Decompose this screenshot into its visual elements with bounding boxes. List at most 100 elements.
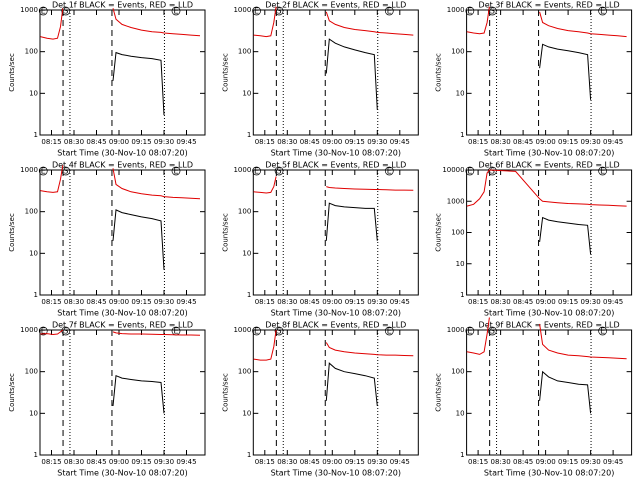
series-line (112, 209, 165, 270)
flag-label: S (490, 7, 495, 16)
y-tick-label: 1000 (20, 6, 38, 14)
y-tick-label: 10 (29, 249, 38, 257)
series-line (466, 317, 627, 360)
panel-title: Det 4f BLACK = Events, RED = LLD (52, 161, 193, 170)
y-tick-label: 10 (242, 249, 251, 257)
y-tick-label: 100 (25, 208, 38, 216)
x-tick-label: 09:15 (558, 298, 578, 306)
y-tick-label: 10 (456, 89, 465, 97)
flag-label: E (254, 327, 259, 336)
y-tick-label: 1 (34, 291, 38, 299)
flag-label: S (277, 327, 282, 336)
y-tick-label: 1000 (233, 166, 251, 174)
y-axis-label: Counts/sec (435, 53, 443, 92)
y-tick-label: 100 (25, 48, 38, 56)
panel-title: Det 5f BLACK = Events, RED = LLD (265, 161, 406, 170)
y-tick-label: 10 (242, 409, 251, 417)
x-tick-label: 08:15 (41, 458, 61, 466)
flag-label: S (277, 7, 282, 16)
x-tick-label: 09:15 (131, 138, 151, 146)
x-tick-label: 08:45 (513, 458, 533, 466)
flag-ring (465, 6, 475, 16)
series-line (466, 6, 627, 38)
y-axis-label: Counts/sec (435, 213, 443, 252)
flag-label: E (41, 327, 46, 336)
x-tick-label: 08:30 (64, 138, 84, 146)
x-tick-label: 09:45 (390, 138, 410, 146)
x-tick-label: 08:45 (86, 138, 106, 146)
flag-label: E (254, 167, 259, 176)
y-axis-label: Counts/sec (221, 53, 229, 92)
x-tick-label: 08:45 (86, 298, 106, 306)
x-tick-label: 09:45 (176, 458, 196, 466)
y-tick-label: 1000 (233, 326, 251, 334)
flag-label: E (467, 327, 472, 336)
series-line (539, 43, 592, 100)
panel-title: Det 9f BLACK = Events, RED = LLD (479, 321, 620, 330)
y-tick-label: 10 (242, 89, 251, 97)
x-tick-label: 08:30 (277, 298, 297, 306)
y-tick-label: 1 (34, 451, 38, 459)
panel-title: Det 8f BLACK = Events, RED = LLD (265, 321, 406, 330)
x-tick-label: 09:45 (603, 458, 623, 466)
x-tick-label: 09:30 (154, 138, 174, 146)
x-tick-label: 09:45 (176, 138, 196, 146)
flag-label: E (387, 327, 392, 336)
x-tick-label: 08:45 (300, 138, 320, 146)
x-tick-label: 08:30 (491, 458, 511, 466)
flag-label: S (490, 327, 495, 336)
flag-label: E (600, 167, 605, 176)
x-tick-label: 08:30 (277, 458, 297, 466)
x-tick-label: 09:30 (581, 298, 601, 306)
flag-ring (488, 326, 497, 336)
y-tick-label: 100 (451, 368, 464, 376)
x-tick-label: 09:15 (558, 458, 578, 466)
flag-label: E (41, 7, 46, 16)
x-tick-label: 08:45 (513, 298, 533, 306)
series-line (325, 202, 378, 241)
flag-label: E (173, 327, 178, 336)
series-line (325, 38, 378, 110)
y-tick-label: 10 (29, 409, 38, 417)
y-axis-label: Counts/sec (8, 53, 16, 92)
flag-ring (61, 6, 71, 16)
x-tick-label: 09:00 (109, 458, 129, 466)
x-tick-label: 08:30 (491, 138, 511, 146)
flag-ring (38, 326, 48, 336)
x-tick-label: 08:45 (300, 458, 320, 466)
plot-frame (252, 9, 419, 136)
x-tick-label: 09:15 (345, 458, 365, 466)
panel-title: Det 2f BLACK = Events, RED = LLD (265, 1, 406, 10)
panel-title: Det 6f BLACK = Events, RED = LLD (479, 161, 620, 170)
y-tick-label: 10 (456, 409, 465, 417)
x-tick-label: 08:45 (86, 458, 106, 466)
panel-title: Det 3f BLACK = Events, RED = LLD (479, 1, 620, 10)
x-tick-label: 09:30 (581, 458, 601, 466)
flag-ring (252, 166, 261, 176)
panel-title: Det 1f BLACK = Events, RED = LLD (52, 1, 193, 10)
flag-ring (252, 326, 261, 336)
x-axis-label: Start Time (30-Nov-10 08:07:20) (271, 149, 401, 158)
x-tick-label: 09:00 (322, 138, 342, 146)
y-tick-label: 1000 (447, 197, 465, 205)
plot-frame (39, 169, 206, 296)
series-line (112, 51, 165, 116)
y-tick-label: 1 (247, 451, 251, 459)
x-axis-label: Start Time (30-Nov-10 08:07:20) (57, 469, 187, 478)
x-tick-label: 09:30 (367, 298, 387, 306)
x-tick-label: 09:00 (536, 138, 556, 146)
x-tick-label: 09:45 (176, 298, 196, 306)
x-axis-label: Start Time (30-Nov-10 08:07:20) (271, 469, 401, 478)
x-axis-label: Start Time (30-Nov-10 08:07:20) (484, 149, 614, 158)
y-tick-label: 100 (238, 48, 251, 56)
y-tick-label: 1 (34, 131, 38, 139)
y-tick-label: 1 (247, 131, 251, 139)
flag-ring (274, 326, 284, 336)
flag-ring (384, 166, 394, 176)
x-tick-label: 08:15 (255, 138, 275, 146)
x-tick-label: 09:45 (603, 298, 623, 306)
x-tick-label: 09:15 (345, 138, 365, 146)
x-tick-label: 09:00 (109, 138, 129, 146)
